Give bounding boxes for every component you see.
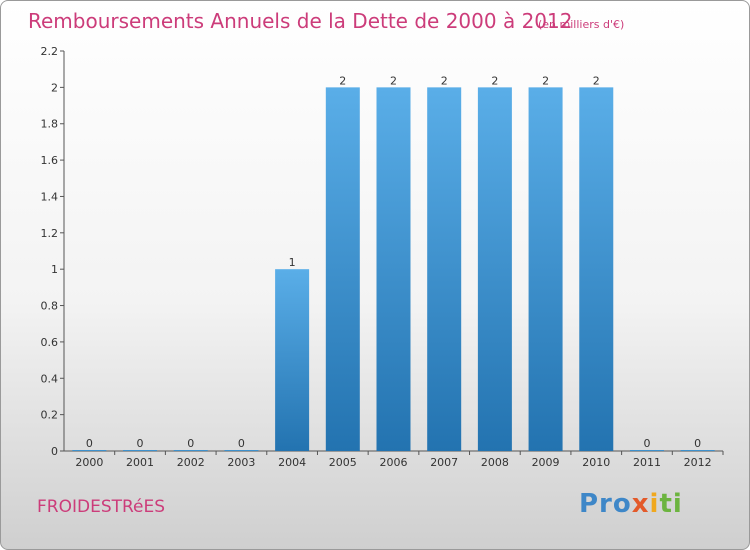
bar-value-label: 2: [593, 74, 600, 87]
bar-value-label: 0: [137, 437, 144, 450]
logo-part-2: x: [631, 489, 650, 519]
x-tick-label: 2011: [633, 456, 661, 469]
chart-title: Remboursements Annuels de la Dette de 20…: [28, 9, 573, 33]
x-tick-label: 2006: [380, 456, 408, 469]
bar-value-label: 1: [289, 256, 296, 269]
chart-bars: [72, 87, 715, 451]
bar: [528, 87, 563, 451]
y-tick-label: 1.8: [41, 118, 59, 131]
bar: [224, 450, 259, 451]
bar-value-label: 0: [643, 437, 650, 450]
y-tick-label: 1.2: [41, 227, 59, 240]
bar: [629, 450, 664, 451]
proxiti-logo[interactable]: Proxiti: [579, 489, 683, 519]
y-tick-label: 0: [51, 445, 58, 458]
x-tick-label: 2003: [227, 456, 255, 469]
bar-value-label: 0: [187, 437, 194, 450]
bar-value-label: 2: [390, 74, 397, 87]
y-tick-label: 2: [51, 81, 58, 94]
commune-name: FROIDESTRéES: [37, 497, 166, 517]
bar-value-label: 0: [694, 437, 701, 450]
x-tick-label: 2007: [430, 456, 458, 469]
logo-part-4: ti: [659, 489, 683, 519]
y-tick-label: 1.6: [41, 154, 59, 167]
chart-labels: 00.20.40.60.811.21.41.61.822.20200002001…: [41, 45, 712, 469]
logo-part-3: i: [649, 489, 660, 519]
x-tick-label: 2000: [75, 456, 103, 469]
logo-part-1: Pro: [579, 489, 632, 519]
bar: [173, 450, 208, 451]
bar-value-label: 2: [542, 74, 549, 87]
chart-subtitle: (en milliers d'€): [538, 18, 625, 31]
bar: [680, 450, 715, 451]
x-tick-label: 2001: [126, 456, 154, 469]
x-tick-label: 2012: [684, 456, 712, 469]
x-tick-label: 2005: [329, 456, 357, 469]
y-tick-label: 0.6: [41, 336, 59, 349]
bar-value-label: 2: [441, 74, 448, 87]
bar: [72, 450, 107, 451]
bar-value-label: 2: [491, 74, 498, 87]
bar-value-label: 0: [86, 437, 93, 450]
bar-value-label: 2: [339, 74, 346, 87]
bar: [427, 87, 462, 451]
x-tick-label: 2010: [582, 456, 610, 469]
bar: [123, 450, 158, 451]
bar: [275, 269, 310, 451]
x-tick-label: 2009: [532, 456, 560, 469]
x-tick-label: 2008: [481, 456, 509, 469]
y-tick-label: 0.8: [41, 300, 59, 313]
bar-value-label: 0: [238, 437, 245, 450]
x-tick-label: 2002: [177, 456, 205, 469]
bar: [376, 87, 411, 451]
bar: [325, 87, 360, 451]
bar: [477, 87, 512, 451]
y-tick-label: 2.2: [41, 45, 59, 58]
x-tick-label: 2004: [278, 456, 306, 469]
y-tick-label: 1.4: [41, 190, 59, 203]
bar: [579, 87, 614, 451]
y-tick-label: 0.2: [41, 409, 59, 422]
y-tick-label: 0.4: [41, 372, 59, 385]
y-tick-label: 1: [51, 263, 58, 276]
